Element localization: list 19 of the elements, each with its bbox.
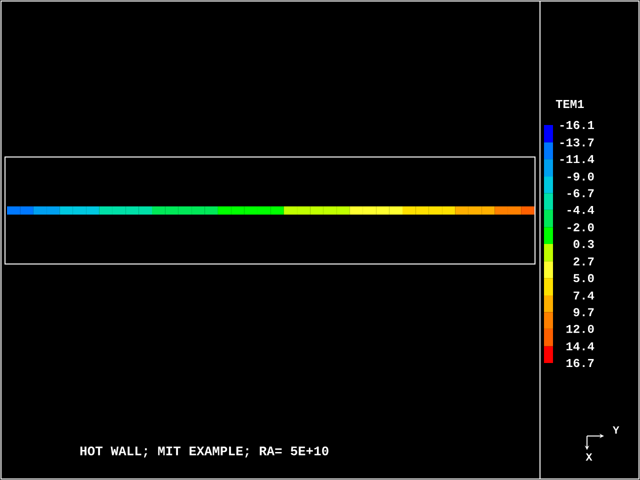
color-bar-label: 7.4 <box>574 292 594 300</box>
text: X <box>586 453 592 461</box>
text: HOT WALL; MIT EXAMPLE; RA= 5E+10 <box>80 446 328 458</box>
color-bar-label: -13.7 <box>560 138 594 146</box>
color-bar-label: 0.3 <box>574 240 594 248</box>
color-bar-label: 16.7 <box>566 358 594 368</box>
color-bar-label: -4.4 <box>568 206 594 214</box>
color-bar-label: 12.0 <box>566 324 594 333</box>
color-bar-label: -16.1 <box>560 120 594 130</box>
color-bar-label: -9.0 <box>568 172 594 181</box>
color-bar-label: -11.4 <box>560 155 594 164</box>
color-bar-label: 5.0 <box>573 274 594 282</box>
color-bar-title: TEM1 <box>556 100 584 108</box>
color-bar-label: 2.7 <box>574 257 594 266</box>
color-bar-label: 14.4 <box>566 342 594 350</box>
text: Y <box>612 426 620 434</box>
color-bar-label: -6.7 <box>568 189 594 198</box>
color-bar-label: -2.0 <box>568 223 594 232</box>
color-bar-label: 9.7 <box>574 308 594 316</box>
